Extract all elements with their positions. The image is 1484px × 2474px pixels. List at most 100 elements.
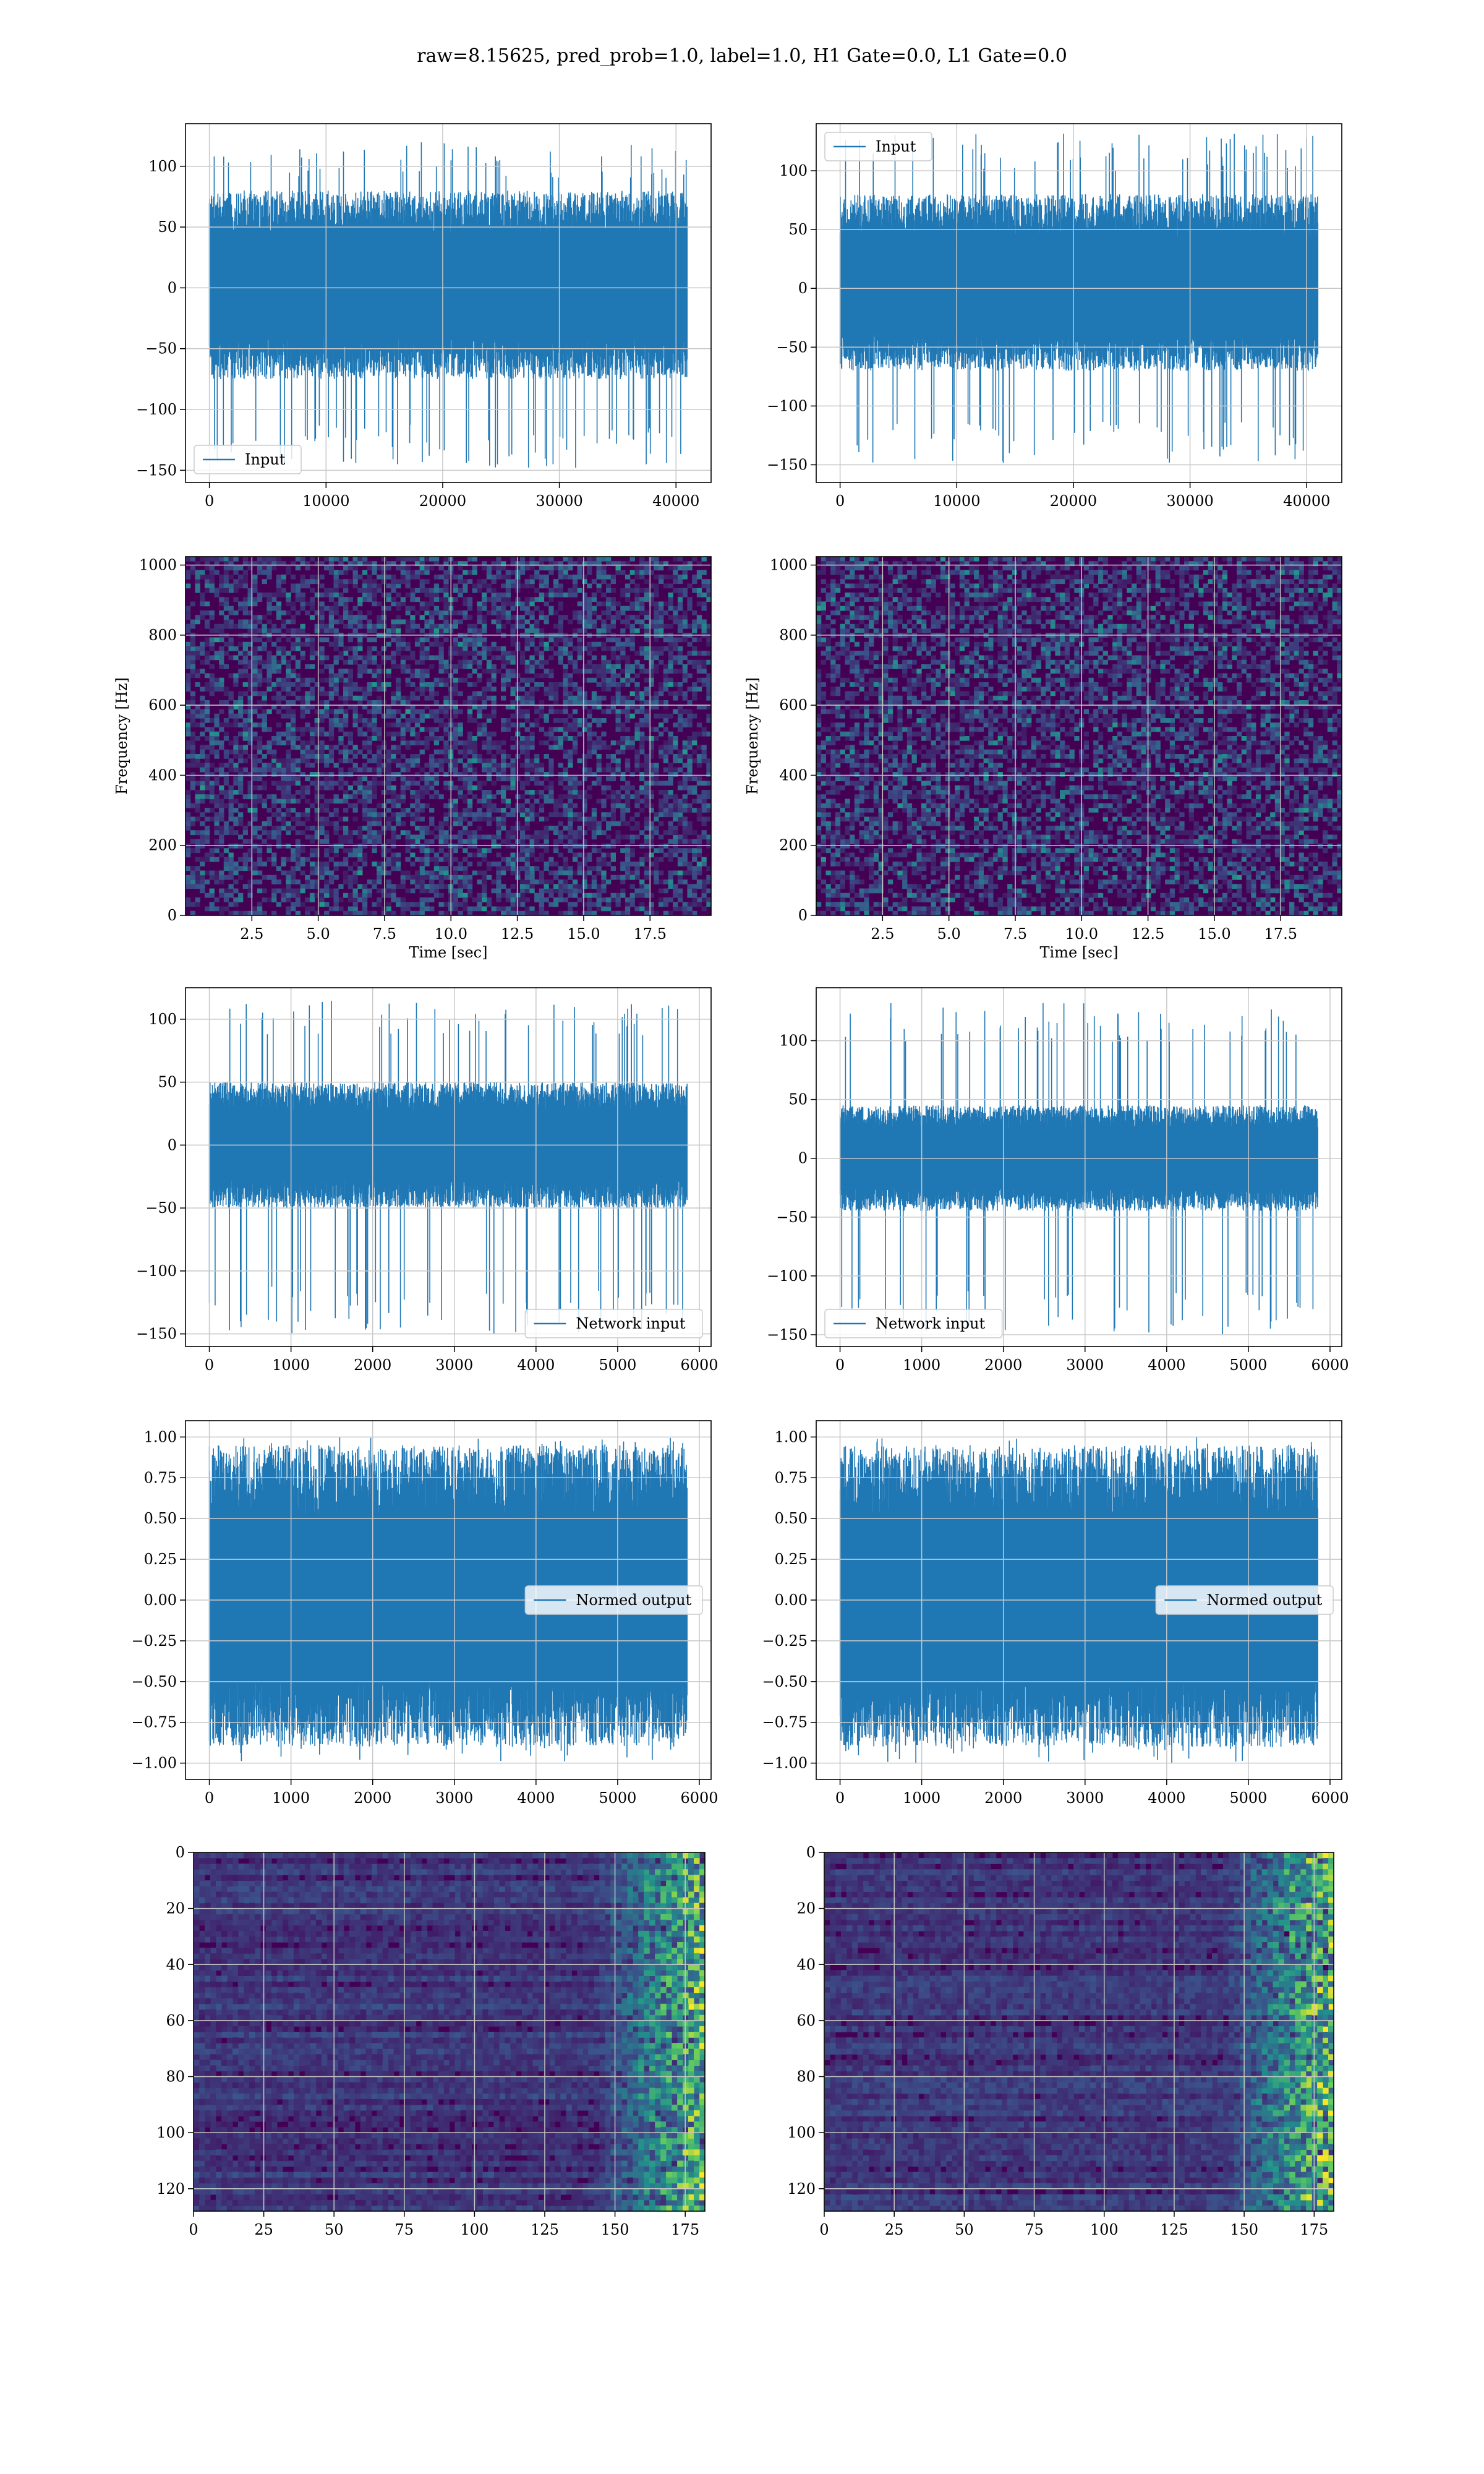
heatmap-cells	[666, 1869, 672, 1875]
x-tick-label: 3000	[435, 1789, 473, 1807]
axes-frame	[185, 556, 712, 916]
legend-box	[1155, 1585, 1334, 1615]
x-tick-label: 4000	[517, 1356, 555, 1374]
heatmap-cells	[1300, 2104, 1307, 2111]
heatmap-cells	[666, 2177, 678, 2184]
y-tick-label: −150	[767, 456, 808, 473]
x-tick-label: 175	[671, 2221, 699, 2238]
heatmap-cells	[694, 2048, 700, 2055]
heatmap-cells	[1261, 1869, 1329, 2144]
heatmap-cells	[616, 2144, 622, 2150]
heatmap-cells	[644, 1880, 655, 2038]
heatmap-cells	[194, 1858, 600, 2201]
heatmap-cells	[1295, 2065, 1301, 2072]
legend-label: Input	[876, 138, 916, 155]
heatmap-cells	[194, 1852, 655, 2211]
y-tick-label: 0.75	[144, 1469, 177, 1486]
heatmap-cells	[199, 1852, 611, 2211]
heatmap-cells	[699, 2127, 705, 2167]
x-tick-label: 150	[1230, 2221, 1258, 2238]
heatmap-cells	[821, 565, 1337, 902]
x-tick-label: 10000	[302, 492, 349, 510]
x-tick-label: 20000	[1050, 492, 1097, 510]
heatmap-cells	[1278, 1897, 1334, 2195]
panel-h1-feature-map: 0 25 50 75 100 125 150 175 0 20 40 60 80 100 120	[156, 1844, 706, 2238]
heatmap-cells	[694, 1880, 700, 1886]
plot-area	[186, 557, 711, 915]
panel-h1-normed-output: 0 1000 2000 3000 4000 5000 6000 −1.00 −0.75 −0.50…	[131, 1420, 719, 1807]
y-tick-label: 0.75	[775, 1469, 808, 1486]
heatmap-cells	[200, 565, 707, 894]
legend-label: Network input	[876, 1315, 985, 1332]
y-tick-label: 0.50	[775, 1510, 808, 1527]
axes-frame	[816, 556, 1342, 916]
x-tick-label: 0	[835, 492, 845, 510]
grid	[816, 124, 1342, 482]
heatmap-cells	[1323, 2099, 1329, 2105]
heatmap-cells	[1317, 1998, 1323, 2005]
heatmap-cells	[666, 1914, 672, 1920]
heatmap-cells	[1278, 1880, 1284, 1886]
ticks: 2.5 5.0 7.5 10.0 12.5 15.0 17.5 0 200 400 600 800 10…	[139, 557, 667, 943]
axes-frame	[185, 987, 712, 1347]
heatmap-cells	[633, 1936, 639, 1943]
heatmap-cells	[1317, 2155, 1323, 2162]
heatmap-cells	[649, 1852, 705, 2195]
heatmap-cells	[1007, 597, 1013, 602]
x-tick-label: 1000	[272, 1356, 310, 1374]
heatmap-cells	[1278, 2054, 1284, 2060]
heatmap-cells	[688, 1891, 694, 1898]
heatmap-cells	[1146, 669, 1252, 898]
heatmap-cells	[874, 1852, 1190, 2184]
x-tick-label: 7.5	[1004, 925, 1027, 943]
heatmap-cells	[940, 664, 946, 669]
heatmap-cells	[1150, 606, 1156, 611]
heatmap-cells	[405, 709, 411, 714]
heatmap-cells	[672, 1948, 678, 1954]
heatmap-cells	[1306, 2138, 1312, 2144]
heatmap-cells	[694, 2155, 700, 2162]
y-tick-label: 120	[156, 2180, 185, 2198]
heatmap-cells	[644, 2172, 683, 2195]
heatmap-cells	[694, 2133, 700, 2139]
y-tick-label: 200	[779, 837, 808, 854]
y-tick-label: 0	[168, 907, 177, 924]
x-tick-label: 5000	[599, 1356, 636, 1374]
heatmap-cells	[615, 565, 621, 571]
y-tick-label: −0.75	[762, 1714, 808, 1731]
heatmap-cells	[660, 1880, 683, 1909]
panel-l1-input: 0 10000 20000 30000 40000 −150 −100 −50 0 50 100 In…	[767, 123, 1342, 510]
heatmap-cells	[633, 2155, 639, 2162]
y-tick-label: 1.00	[775, 1428, 808, 1445]
ticks: 0 25 50 75 100 125 150 175 0 20 40 60 80 100 120	[787, 1844, 1328, 2238]
y-tick-label: 20	[796, 1900, 816, 1917]
heatmap-cells	[1328, 2099, 1334, 2105]
x-tick-label: 75	[1025, 2221, 1044, 2238]
x-tick-label: 0	[205, 1356, 214, 1374]
y-tick-label: −0.25	[762, 1632, 808, 1650]
heatmap-cells	[1328, 1975, 1334, 1982]
heatmap-cells	[699, 2087, 705, 2094]
x-tick-label: 1000	[272, 1789, 310, 1807]
ticks: 2.5 5.0 7.5 10.0 12.5 15.0 17.5 0 200 400 600 800 10…	[770, 557, 1297, 943]
heatmap-cells	[1306, 1858, 1312, 1864]
figure-title: raw=8.15625, pred_prob=1.0, label=1.0, H…	[417, 45, 1067, 67]
heatmap-cells	[688, 2115, 694, 2122]
legend-label: Normed output	[576, 1591, 691, 1609]
panel-l1-feature-map: 0 25 50 75 100 125 150 175 0 20 40 60 80 100 120	[787, 1844, 1334, 2238]
legend: Input	[194, 445, 302, 474]
heatmap-cells	[699, 2166, 705, 2173]
heatmap-cells	[1328, 2115, 1334, 2122]
heatmap-cells	[242, 731, 248, 737]
legend: Network input	[824, 1309, 1003, 1338]
heatmap-cells	[1300, 2082, 1307, 2089]
plot-area	[839, 1003, 1318, 1335]
y-tick-label: −100	[767, 397, 808, 414]
x-tick-label: 12.5	[501, 925, 534, 943]
heatmap-cells	[1328, 1852, 1334, 1859]
legend: Network input	[524, 1309, 703, 1338]
x-tick-label: 2000	[354, 1356, 391, 1374]
heatmap-cells	[1273, 1891, 1334, 2189]
y-tick-label: −0.75	[131, 1714, 177, 1731]
